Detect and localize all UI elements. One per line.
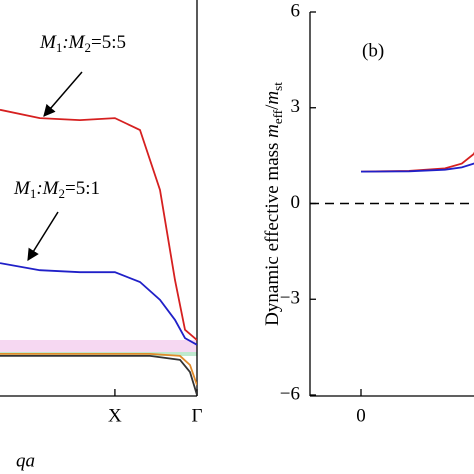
arrow: [27, 211, 59, 262]
plot-area: [0, 108, 197, 346]
x-tick-label: Γ: [192, 405, 203, 426]
y-tick-label: 6: [291, 0, 301, 21]
y-tick-label: 0: [291, 192, 301, 213]
annotation-part: =5:5: [91, 32, 126, 53]
data-line: [360, 162, 474, 173]
plot-area: [360, 151, 474, 173]
annotation-part: :M: [62, 32, 85, 53]
band-gap: [0, 340, 197, 352]
annotation-part: 1: [30, 186, 37, 201]
annotation-part: M: [13, 178, 31, 199]
y-tick-label: −6: [280, 383, 300, 404]
annotation-part: =5:1: [65, 178, 100, 199]
arrow: [43, 71, 83, 117]
y-tick-label: 3: [291, 96, 301, 117]
y-axis-label: Dynamic effective mass meff/mst: [262, 82, 285, 326]
data-line: [0, 354, 197, 396]
y-tick-label: −3: [280, 288, 300, 309]
annotation: M1:M2=5:5: [39, 32, 126, 55]
x-axis-label: qa: [16, 450, 35, 471]
data-line: [0, 108, 197, 341]
x-tick-label: X: [108, 405, 122, 426]
annotation-part: :M: [36, 178, 59, 199]
annotation-part: 2: [58, 186, 65, 201]
data-line: [0, 352, 197, 386]
annotation-part: 1: [56, 40, 63, 55]
plot-area: [0, 352, 197, 396]
panel-label: (b): [362, 40, 384, 61]
data-line: [0, 262, 197, 346]
x-tick-label: 0: [356, 405, 366, 426]
annotation: M1:M2=5:1: [13, 178, 100, 201]
annotation-part: M: [39, 32, 57, 53]
annotation-part: 2: [84, 40, 91, 55]
data-line: [360, 151, 474, 173]
